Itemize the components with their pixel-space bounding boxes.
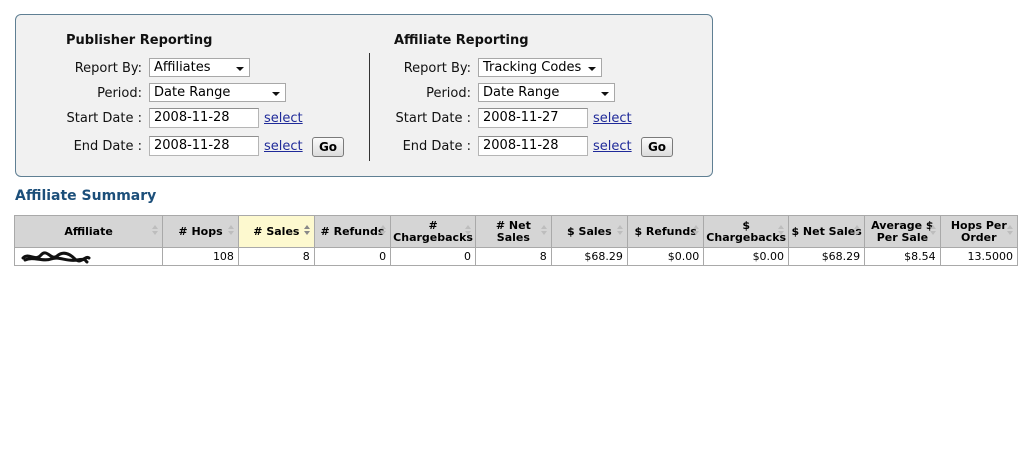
column-header-label: Hops Per Order	[950, 218, 1007, 244]
hops-cell: 108	[162, 247, 239, 266]
sort-icon	[464, 225, 471, 237]
sort-icon	[1007, 225, 1013, 237]
affiliate-end-date-row: End Date : 2008-11-28 select Go	[369, 136, 709, 158]
affiliate-report-by-label: Report By:	[403, 61, 471, 76]
sort-icon	[693, 225, 700, 237]
sort-icon	[854, 225, 861, 237]
column-header-hops[interactable]: # Hops	[162, 215, 239, 248]
column-header-refunds[interactable]: # Refunds	[313, 215, 392, 248]
affiliate-go-button[interactable]: Go	[641, 137, 673, 157]
chevron-down-icon	[601, 92, 609, 96]
column-header-net-sales[interactable]: # Net Sales	[474, 215, 552, 248]
publisher-report-by-value: Affiliates	[154, 60, 211, 75]
column-header-average-per-sale[interactable]: Average $ Per Sale	[864, 215, 941, 248]
affiliate-end-date-select-link[interactable]: select	[593, 139, 632, 154]
affiliate-end-date-label: End Date :	[402, 139, 471, 154]
chevron-down-icon	[272, 92, 280, 96]
refunds-cell: 0	[313, 247, 392, 266]
dollar-net-sales-cell: $68.29	[788, 247, 866, 266]
affiliate-report-by-value: Tracking Codes	[483, 60, 582, 75]
sort-icon	[303, 225, 310, 237]
redaction-mark	[21, 251, 91, 264]
net-sales-cell: 8	[474, 247, 552, 266]
publisher-start-date-label: Start Date :	[66, 111, 142, 126]
average-per-sale-cell: $8.54	[864, 247, 941, 266]
affiliate-reporting-title: Affiliate Reporting	[394, 33, 529, 48]
publisher-report-by-row: Report By: Affiliates	[16, 58, 368, 80]
column-header-label: $ Chargebacks	[706, 218, 787, 244]
column-header-chargebacks[interactable]: # Chargebacks	[390, 215, 476, 248]
publisher-period-select[interactable]: Date Range	[149, 83, 286, 102]
affiliate-start-date-select-link[interactable]: select	[593, 111, 632, 126]
column-header-hops-per-order[interactable]: Hops Per Order	[939, 215, 1018, 248]
column-header-label: # Refunds	[320, 224, 385, 238]
publisher-report-by-label: Report By:	[74, 61, 142, 76]
column-header-label: Affiliate	[64, 224, 113, 238]
affiliate-summary-table: Affiliate # Hops # Sales # Refunds # Cha…	[13, 215, 1018, 266]
sort-icon	[152, 225, 159, 237]
publisher-end-date-label: End Date :	[73, 139, 142, 154]
publisher-start-date-input[interactable]: 2008-11-28	[149, 108, 259, 128]
column-header-dollar-net-sales[interactable]: $ Net Sales	[788, 215, 866, 248]
column-header-label: # Sales	[253, 224, 300, 238]
reporting-panel: Publisher Reporting Report By: Affiliate…	[15, 14, 713, 177]
sort-icon	[540, 225, 547, 237]
column-header-label: $ Net Sales	[791, 224, 862, 238]
column-header-label: # Net Sales	[495, 218, 531, 244]
column-header-sales[interactable]: # Sales	[237, 215, 315, 248]
publisher-report-by-select[interactable]: Affiliates	[149, 58, 250, 77]
publisher-period-label: Period:	[97, 86, 142, 101]
column-header-label: Average $ Per Sale	[871, 218, 934, 244]
sort-icon	[227, 225, 234, 237]
chargebacks-cell: 0	[390, 247, 476, 266]
publisher-end-date-select-link[interactable]: select	[264, 139, 303, 154]
chevron-down-icon	[588, 67, 596, 71]
affiliate-start-date-input[interactable]: 2008-11-27	[478, 108, 588, 128]
affiliate-end-date-input[interactable]: 2008-11-28	[478, 136, 588, 156]
sort-icon	[380, 225, 387, 237]
publisher-period-value: Date Range	[154, 85, 231, 100]
affiliate-period-select[interactable]: Date Range	[478, 83, 615, 102]
column-header-label: $ Sales	[567, 224, 612, 238]
hops-per-order-cell: 13.5000	[939, 247, 1018, 266]
affiliate-start-date-label: Start Date :	[395, 111, 471, 126]
affiliate-period-label: Period:	[426, 86, 471, 101]
affiliate-period-value: Date Range	[483, 85, 560, 100]
sort-icon	[778, 225, 785, 237]
dollar-chargebacks-cell: $0.00	[703, 247, 790, 266]
affiliate-report-by-row: Report By: Tracking Codes	[369, 58, 709, 80]
column-header-label: $ Refunds	[634, 224, 697, 238]
sales-cell: 8	[237, 247, 315, 266]
section-divider	[369, 53, 370, 161]
column-header-dollar-sales[interactable]: $ Sales	[550, 215, 628, 248]
dollar-refunds-cell: $0.00	[626, 247, 705, 266]
column-header-label: # Chargebacks	[393, 218, 473, 244]
dollar-sales-cell: $68.29	[550, 247, 628, 266]
affiliate-start-date-row: Start Date : 2008-11-27 select	[369, 108, 709, 130]
column-header-affiliate[interactable]: Affiliate	[13, 215, 164, 248]
affiliate-name-cell	[13, 247, 164, 266]
publisher-period-row: Period: Date Range	[16, 83, 368, 105]
publisher-end-date-row: End Date : 2008-11-28 select Go	[16, 136, 368, 158]
affiliate-report-by-select[interactable]: Tracking Codes	[478, 58, 602, 77]
publisher-go-button[interactable]: Go	[312, 137, 344, 157]
publisher-end-date-input[interactable]: 2008-11-28	[149, 136, 259, 156]
chevron-down-icon	[236, 67, 244, 71]
publisher-start-date-row: Start Date : 2008-11-28 select	[16, 108, 368, 130]
sort-icon	[929, 225, 936, 237]
sort-icon	[616, 225, 623, 237]
publisher-start-date-select-link[interactable]: select	[264, 111, 303, 126]
column-header-dollar-refunds[interactable]: $ Refunds	[626, 215, 705, 248]
publisher-reporting-title: Publisher Reporting	[66, 33, 213, 48]
table-header-row: Affiliate # Hops # Sales # Refunds # Cha…	[13, 215, 1018, 248]
table-row: 108 8 0 0 8 $68.29 $0.00 $0.00 $68.29 $8…	[13, 247, 1018, 266]
affiliate-summary-title: Affiliate Summary	[15, 188, 157, 204]
column-header-label: # Hops	[178, 224, 223, 238]
affiliate-period-row: Period: Date Range	[369, 83, 709, 105]
column-header-dollar-chargebacks[interactable]: $ Chargebacks	[703, 215, 790, 248]
